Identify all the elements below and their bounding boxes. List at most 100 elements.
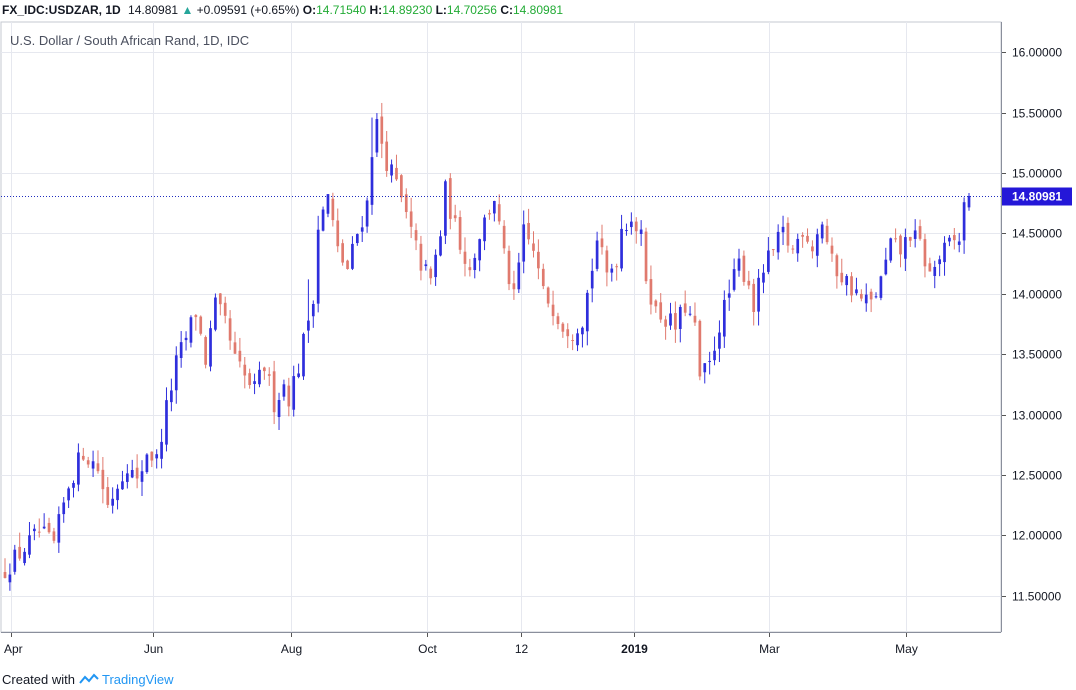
- candle-body: [850, 276, 853, 296]
- candle-body: [336, 220, 340, 247]
- footer: Created with TradingView: [2, 670, 174, 690]
- candle-body: [179, 342, 183, 359]
- candle-body: [585, 292, 589, 332]
- candle-body: [771, 249, 775, 251]
- candle: [913, 219, 917, 248]
- candle-body: [874, 296, 878, 298]
- candle: [669, 302, 672, 330]
- candle-body: [297, 373, 300, 377]
- candle-body: [507, 250, 511, 285]
- candle: [150, 451, 154, 468]
- candle: [595, 231, 599, 272]
- candle: [282, 379, 286, 401]
- candle: [199, 315, 203, 336]
- x-tick-label: May: [895, 642, 918, 656]
- up-arrow-icon: ▲: [181, 3, 194, 17]
- candle: [453, 204, 457, 222]
- candle: [111, 487, 115, 514]
- candle-body: [346, 260, 349, 270]
- candle-body: [380, 116, 384, 144]
- candle-body: [458, 217, 462, 250]
- candle-body: [669, 313, 672, 326]
- candle-body: [429, 268, 433, 279]
- candle: [620, 214, 623, 272]
- candle-body: [913, 230, 917, 239]
- candle: [346, 259, 349, 270]
- tradingview-logo-icon: [78, 672, 102, 687]
- candle-body: [639, 229, 643, 235]
- candle-body: [33, 528, 36, 532]
- candle: [67, 486, 70, 509]
- candle-body: [502, 225, 506, 249]
- candle-body: [331, 198, 335, 221]
- candle: [752, 278, 756, 326]
- candle: [649, 265, 653, 315]
- y-tick-label: 12.50000: [1012, 469, 1062, 483]
- candle: [267, 367, 271, 386]
- candle: [380, 102, 384, 159]
- candle: [204, 335, 207, 369]
- candle-body: [214, 297, 217, 330]
- candle: [551, 290, 555, 326]
- candle-body: [375, 119, 379, 153]
- candle-body: [791, 248, 795, 250]
- candle: [135, 454, 139, 489]
- candle: [72, 480, 75, 498]
- high-value: 14.89230: [382, 3, 433, 17]
- candle: [566, 323, 570, 349]
- candle: [571, 334, 574, 351]
- candle-body: [91, 461, 95, 469]
- candle-body: [385, 141, 389, 172]
- candle: [815, 228, 819, 268]
- candle-body: [439, 236, 442, 256]
- candle-body: [869, 291, 873, 300]
- candle-body: [351, 243, 354, 269]
- candle-body: [111, 498, 115, 506]
- candle: [855, 277, 858, 296]
- candle: [904, 228, 907, 271]
- candle: [307, 279, 310, 343]
- candle-body: [267, 374, 271, 376]
- candle-body: [409, 211, 413, 227]
- candle-body: [879, 276, 883, 298]
- candle: [693, 302, 697, 326]
- candle: [918, 219, 922, 241]
- x-tick-label: 12: [515, 642, 529, 656]
- candle-body: [414, 230, 418, 241]
- candle: [419, 235, 423, 281]
- candle-body: [610, 268, 614, 273]
- candle: [390, 159, 393, 183]
- created-with-label: Created with: [2, 672, 75, 687]
- candle-body: [453, 215, 457, 219]
- low-label: L:: [435, 3, 447, 17]
- candle-body: [106, 487, 110, 505]
- candle-body: [708, 360, 711, 362]
- high-label: H:: [369, 3, 383, 17]
- tradingview-brand[interactable]: TradingView: [102, 672, 174, 687]
- candle: [209, 320, 212, 372]
- candle-body: [165, 400, 168, 445]
- open-label: O:: [302, 3, 317, 17]
- candle: [908, 236, 912, 247]
- candle-body: [400, 175, 403, 198]
- candle-body: [307, 320, 310, 331]
- candle-body: [204, 337, 207, 365]
- candle-body: [478, 239, 482, 261]
- candle: [737, 248, 741, 277]
- candle-body: [390, 164, 393, 176]
- candle-body: [28, 535, 31, 555]
- candle: [771, 248, 775, 256]
- candle: [321, 206, 325, 232]
- candle: [659, 293, 663, 323]
- candle-body: [365, 200, 369, 227]
- candle: [830, 237, 834, 262]
- candle-body: [483, 217, 486, 242]
- candle: [923, 233, 927, 278]
- y-tick-label: 11.50000: [1012, 590, 1061, 604]
- candle: [179, 331, 183, 368]
- candle: [541, 263, 545, 290]
- candle: [654, 299, 658, 313]
- candle-body: [218, 293, 222, 305]
- candle: [492, 200, 496, 222]
